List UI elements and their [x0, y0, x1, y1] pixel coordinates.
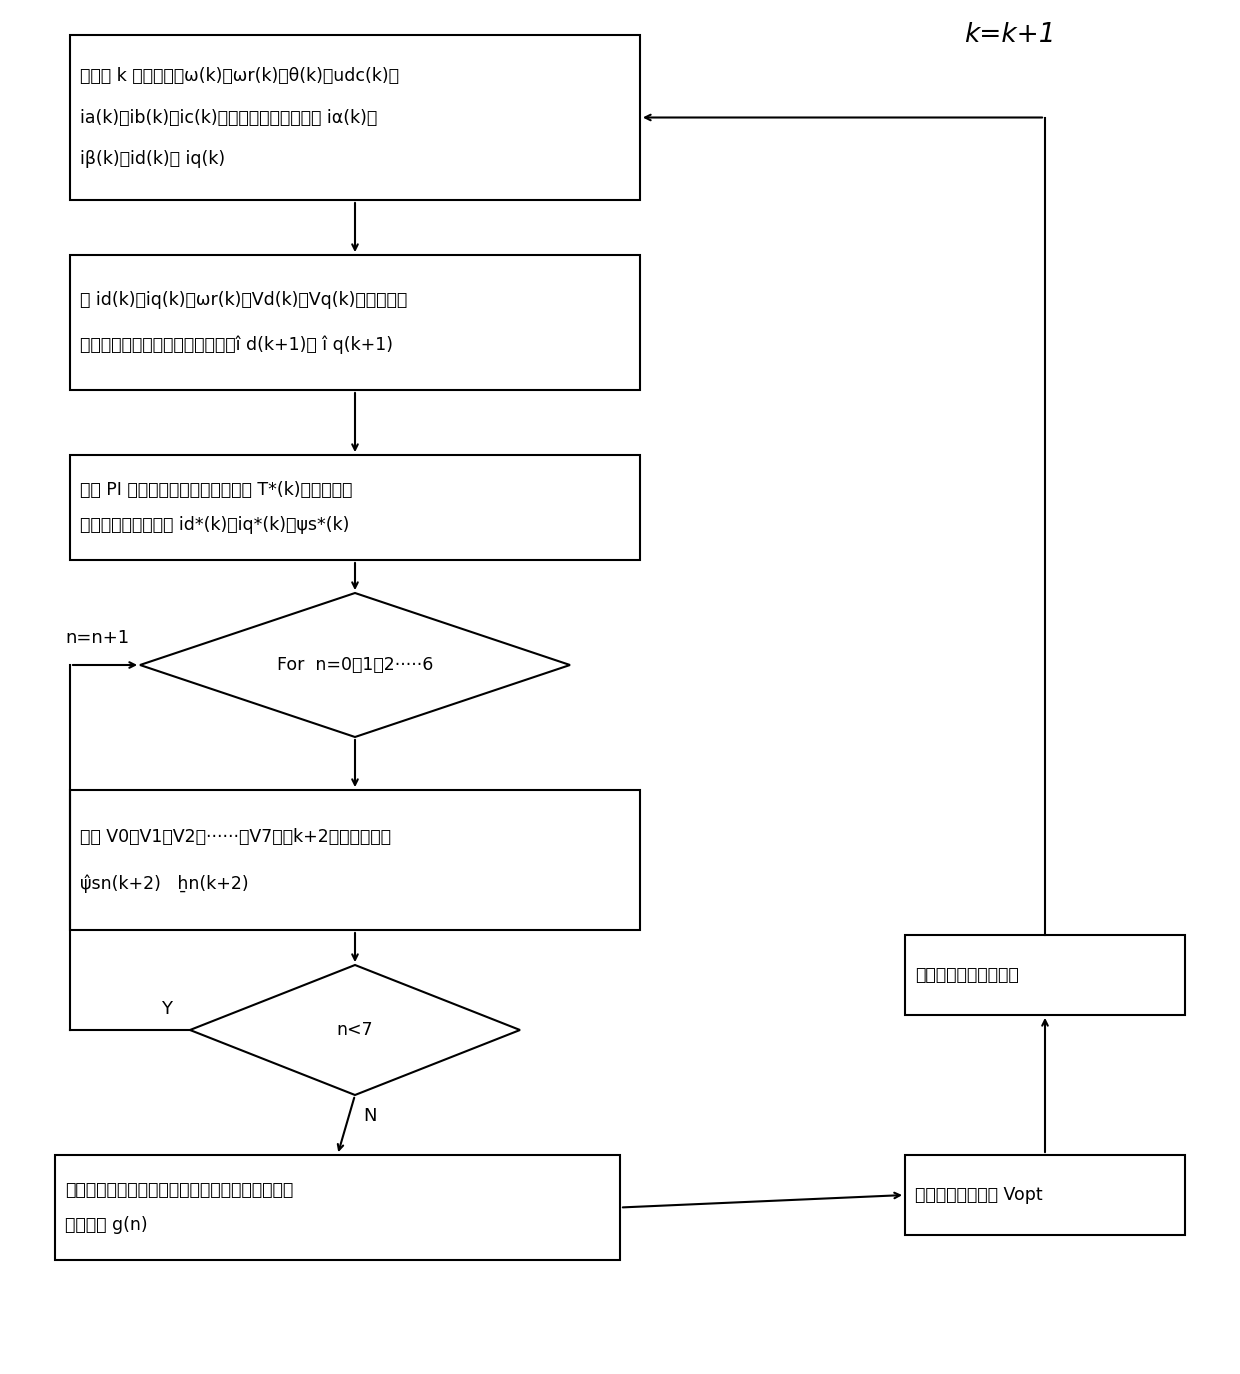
Text: 将期望磁链和转矩与预测値做差，排序编号并带入: 将期望磁链和转矩与预测値做差，排序编号并带入	[64, 1182, 293, 1200]
Text: 矩电流比的方法求出 id*(k)、iq*(k)、ψs*(k): 矩电流比的方法求出 id*(k)、iq*(k)、ψs*(k)	[81, 517, 350, 534]
Polygon shape	[140, 594, 570, 736]
Text: 预测 V0、V1、V2、······、V7下第k+2个控制周期的: 预测 V0、V1、V2、······、V7下第k+2个控制周期的	[81, 827, 391, 845]
Polygon shape	[190, 965, 520, 1095]
Text: 评价函数 g(n): 评价函数 g(n)	[64, 1216, 148, 1234]
Bar	[905, 934, 1185, 1015]
Text: n=n+1: n=n+1	[64, 629, 129, 647]
Bar	[69, 790, 640, 930]
Bar	[55, 1156, 620, 1260]
Text: 进行下一周期预测控制: 进行下一周期预测控制	[915, 966, 1019, 984]
Text: Y: Y	[161, 1000, 172, 1018]
Text: iβ(k)、id(k)和 iq(k): iβ(k)、id(k)和 iq(k)	[81, 150, 226, 168]
Bar	[69, 34, 640, 201]
Text: 步电机延时补唇模型公式变换得到î d(k+1)、 î q(k+1): 步电机延时补唇模型公式变换得到î d(k+1)、 î q(k+1)	[81, 335, 393, 354]
Bar	[905, 1156, 1185, 1235]
Text: 将 id(k)、iq(k)、ωr(k)、Vd(k)、Vq(k)通过永磁同: 将 id(k)、iq(k)、ωr(k)、Vd(k)、Vq(k)通过永磁同	[81, 291, 407, 309]
Text: ψ̂sn(k+2)   ẖn(k+2): ψ̂sn(k+2) ẖn(k+2)	[81, 874, 249, 893]
Text: k=k+1: k=k+1	[965, 22, 1055, 48]
Text: N: N	[363, 1107, 377, 1125]
Text: 求出最优电压矢量 Vopt: 求出最优电压矢量 Vopt	[915, 1186, 1043, 1204]
Bar	[69, 256, 640, 390]
Text: n<7: n<7	[337, 1021, 373, 1039]
Text: ia(k)、ib(k)、ic(k)，并进行坐标变换得到 iα(k)、: ia(k)、ib(k)、ic(k)，并进行坐标变换得到 iα(k)、	[81, 109, 377, 126]
Text: 采用 PI 控制器输出电磁转矩期望値 T*(k)经过最大转: 采用 PI 控制器输出电磁转矩期望値 T*(k)经过最大转	[81, 481, 352, 499]
Text: 采集第 k 个控制周期ω(k)、ωr(k)、θ(k)、udc(k)、: 采集第 k 个控制周期ω(k)、ωr(k)、θ(k)、udc(k)、	[81, 67, 399, 85]
Bar	[69, 455, 640, 561]
Text: For  n=0、1、2·····6: For n=0、1、2·····6	[277, 655, 433, 675]
